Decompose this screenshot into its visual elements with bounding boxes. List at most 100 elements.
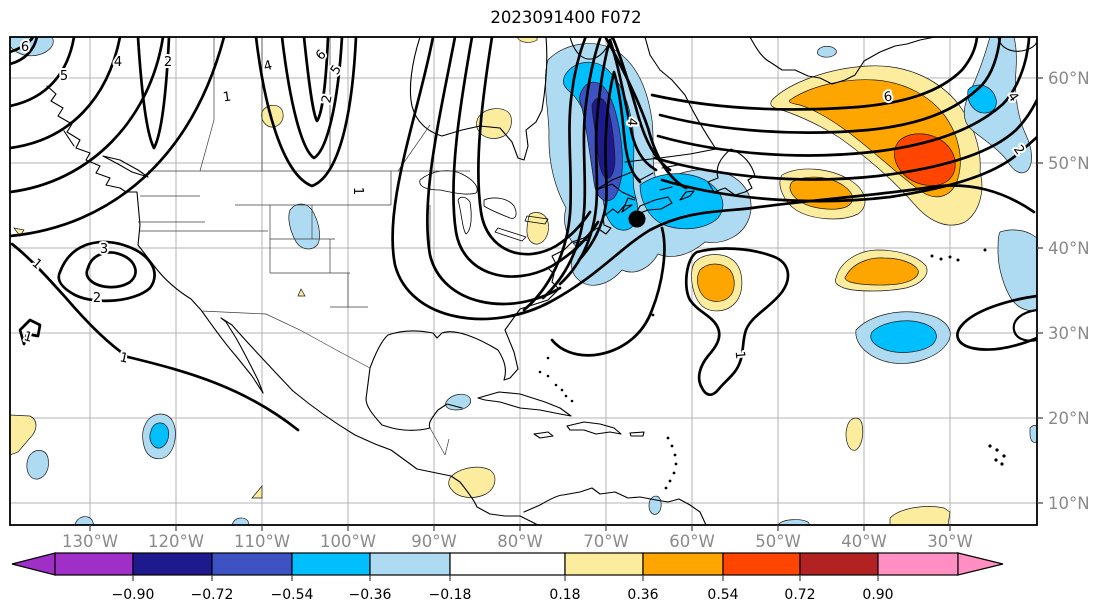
contour [658, 37, 1002, 134]
fill-region-negative [777, 519, 811, 525]
contour-label: 3 [100, 242, 108, 257]
coastline-path [624, 37, 717, 163]
contour-label: 1 [22, 329, 34, 346]
contour-label: 1 [732, 350, 748, 360]
coastline-path [679, 190, 695, 201]
fill-region-positive [526, 212, 549, 245]
coastline-path [629, 431, 645, 437]
colorbar-tick-label: 0.90 [862, 587, 893, 603]
coastline-path [749, 37, 936, 85]
contour [302, 37, 330, 123]
contour-label: 2 [319, 94, 335, 105]
x-tick-label: 40°W [841, 532, 887, 551]
contour [10, 37, 39, 66]
y-tick-label: 20°N [1048, 409, 1090, 428]
x-tick-label: 90°W [411, 532, 457, 551]
lake-outline [483, 197, 517, 219]
coastline-path [409, 37, 548, 161]
colorbar-segment [564, 552, 644, 576]
page-title: 2023091400 F072 [490, 8, 641, 27]
island-dots [538, 248, 1006, 490]
fill-region-positive [261, 105, 284, 128]
contour [254, 37, 358, 188]
coastline-path [566, 421, 622, 435]
contour [541, 37, 672, 300]
lake-outline [494, 227, 527, 242]
contour [956, 294, 1037, 351]
contour-lines [10, 37, 1037, 432]
contour-closed [57, 240, 156, 303]
fill-region-positive-inner [844, 257, 919, 286]
fill-region-positive [297, 288, 306, 297]
x-tick-label: 30°W [927, 532, 973, 551]
colorbar-tick-label: 0.72 [784, 587, 815, 603]
coastline-path [46, 85, 539, 525]
state-borders [138, 37, 470, 456]
fill-region-positive [448, 466, 496, 498]
colorbar-tick-label: −0.18 [429, 587, 472, 603]
contour [10, 37, 35, 54]
colorbar-segment [799, 552, 879, 576]
fill-region-positive [10, 414, 37, 456]
contour [136, 37, 171, 150]
coastline-path [659, 186, 673, 191]
colorbar-tick-label: −0.90 [112, 587, 155, 603]
coastline-path [997, 37, 1037, 52]
colorbar-segment [291, 552, 371, 576]
x-axis-labels: 130°W 120°W 110°W 100°W 90°W 80°W 70°W 6… [62, 532, 973, 551]
fill-region-positive [845, 417, 864, 451]
colorbar-segment [132, 552, 213, 576]
colorbar-right-arrow [957, 552, 1004, 576]
coastline-path [634, 196, 673, 216]
fill-region-negative [26, 450, 49, 480]
colorbar-tick-label: 0.54 [707, 587, 738, 603]
colorbar-segment [642, 552, 724, 576]
colorbar-labels: −0.90 −0.72 −0.54 −0.36 −0.18 0.18 0.36 … [112, 587, 894, 603]
y-tick-label: 60°N [1048, 69, 1090, 88]
lake-outline [457, 196, 472, 235]
map-frame [9, 36, 1038, 526]
x-tick-label: 80°W [497, 532, 543, 551]
colorbar-segment [54, 552, 134, 576]
contour [660, 135, 1037, 203]
colorbar-tick-label: 0.18 [549, 587, 580, 603]
fill-region-negative [1029, 425, 1037, 443]
contour-label: 2 [164, 55, 172, 70]
colorbar-tick-label: −0.72 [191, 587, 234, 603]
contour [653, 98, 1037, 181]
coastline-path [365, 204, 633, 431]
contour [425, 37, 562, 306]
contour [10, 37, 226, 238]
colorbar-ticks [132, 575, 879, 581]
coastline-path [621, 197, 636, 213]
x-tick-label: 60°W [669, 532, 715, 551]
contour [522, 37, 688, 312]
fill-region-positive [13, 227, 25, 237]
storm-position-marker [628, 210, 646, 228]
x-tick-label: 50°W [755, 532, 801, 551]
fill-region-negative-core [639, 173, 724, 230]
colorbar-segment [449, 552, 566, 576]
coastline-path [523, 487, 707, 525]
lake-outline [524, 215, 549, 225]
fill-region-positive [251, 485, 263, 499]
contour [10, 37, 122, 150]
coastline-path [533, 431, 554, 439]
y-tick-label: 10°N [1048, 494, 1090, 513]
coastline-path [102, 155, 149, 178]
contour [10, 37, 165, 194]
colorbar-segment [211, 552, 293, 576]
y-axis-labels: 60°N 50°N 40°N 30°N 20°N 10°N [1048, 69, 1090, 513]
contour-label: 4 [262, 58, 274, 75]
x-tick-label: 110°W [234, 532, 290, 551]
contour [1012, 308, 1037, 342]
contour-label: 2 [93, 291, 101, 306]
contour [550, 226, 666, 357]
contour [10, 37, 76, 108]
fill-region-positive [889, 506, 951, 525]
contour-label: 1 [350, 187, 365, 195]
y-tick-label: 30°N [1048, 324, 1090, 343]
colorbar: −0.90 −0.72 −0.54 −0.36 −0.18 0.18 0.36 … [11, 552, 1004, 603]
